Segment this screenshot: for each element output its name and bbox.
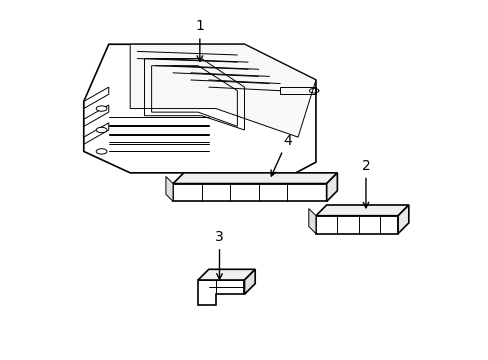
Polygon shape <box>173 173 337 184</box>
Polygon shape <box>326 173 337 202</box>
Text: 4: 4 <box>270 134 291 176</box>
Polygon shape <box>397 205 408 234</box>
Polygon shape <box>173 184 326 202</box>
Polygon shape <box>165 176 173 202</box>
Polygon shape <box>315 205 408 216</box>
Polygon shape <box>308 208 315 234</box>
Ellipse shape <box>96 106 107 111</box>
Ellipse shape <box>96 127 107 133</box>
Polygon shape <box>83 44 315 191</box>
Polygon shape <box>198 280 244 305</box>
Text: 1: 1 <box>195 19 204 61</box>
Polygon shape <box>315 216 397 234</box>
Text: 2: 2 <box>361 159 369 208</box>
Ellipse shape <box>96 149 107 154</box>
Polygon shape <box>198 269 255 280</box>
Polygon shape <box>130 44 315 137</box>
Text: 3: 3 <box>215 230 224 279</box>
Polygon shape <box>244 269 255 294</box>
